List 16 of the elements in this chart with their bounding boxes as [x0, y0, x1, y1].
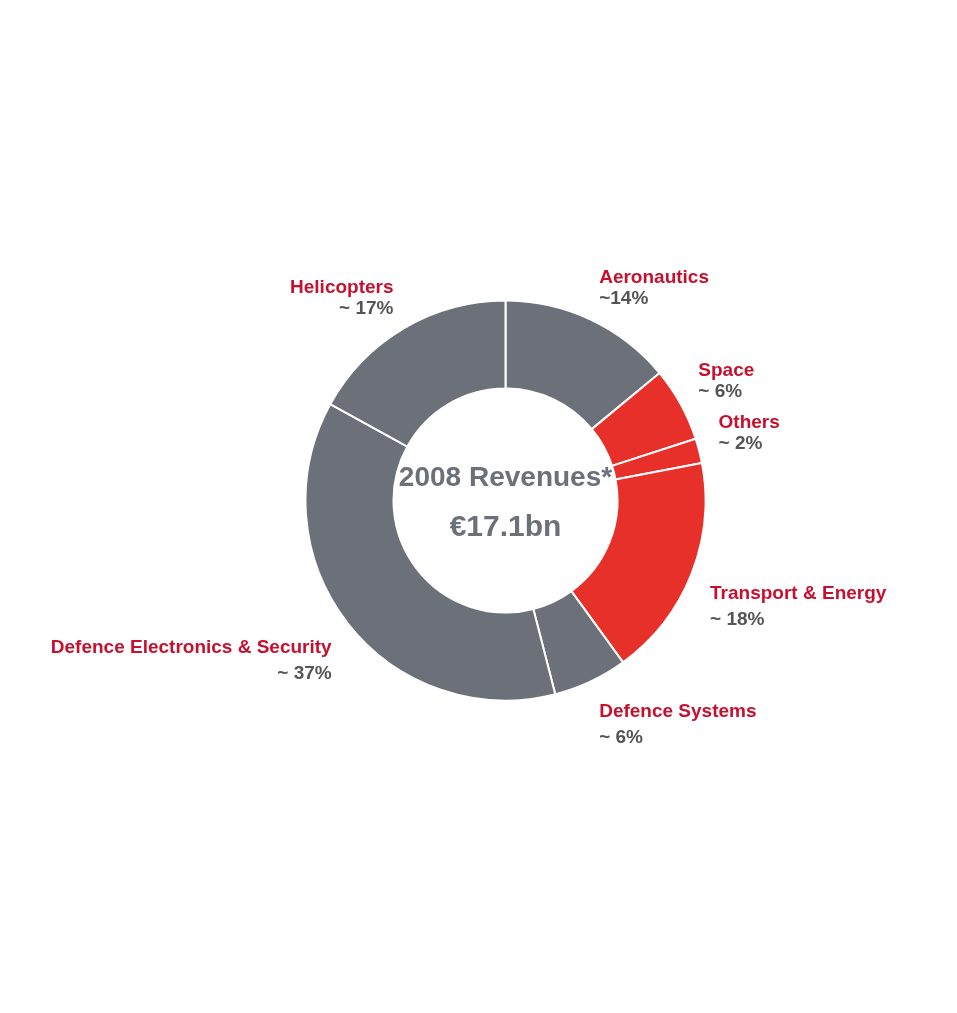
- slice-label: Defence Electronics & Security: [50, 635, 333, 657]
- slice-label: Transport & Energy: [710, 581, 887, 603]
- slice-label: Others: [718, 410, 780, 432]
- data-label: ~14%: [599, 287, 649, 309]
- data-label: ~ 18%: [710, 607, 765, 629]
- slice-label: Space: [698, 359, 755, 381]
- data-label: ~ 6%: [698, 380, 743, 402]
- slice-label: Defence Systems: [599, 699, 757, 721]
- data-label: ~ 17%: [339, 296, 394, 318]
- data-label: ~ 6%: [599, 725, 644, 747]
- data-label: ~ 2%: [718, 431, 763, 453]
- text: €17.1bn: [449, 508, 562, 542]
- slice-label: Aeronautics: [599, 266, 709, 288]
- text: 2008 Revenues*: [398, 461, 613, 493]
- slice-label: Helicopters: [290, 275, 394, 297]
- data-label: ~ 37%: [277, 661, 332, 683]
